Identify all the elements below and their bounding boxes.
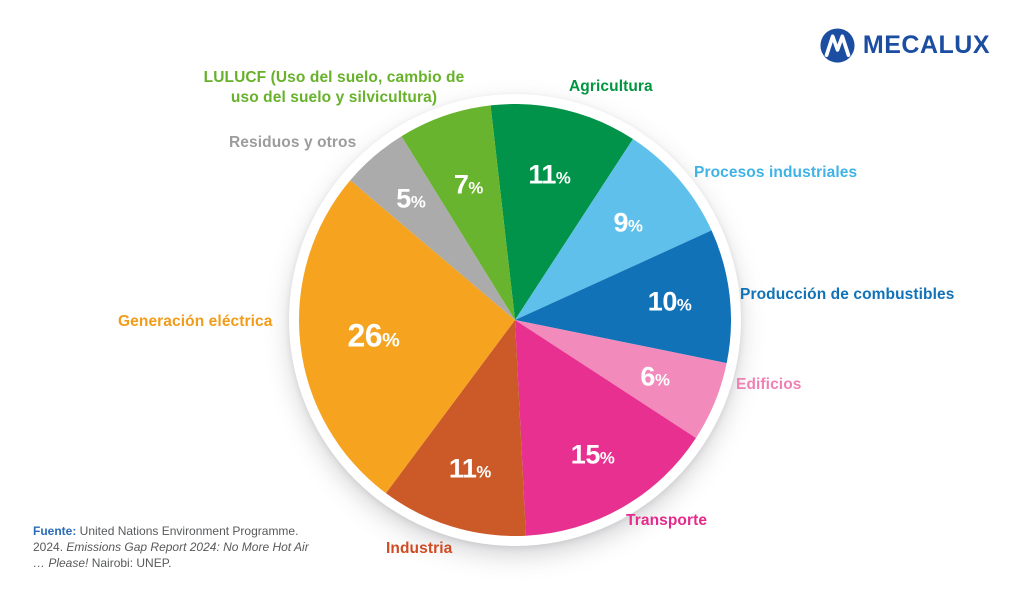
source-text-2: Nairobi: UNEP.	[88, 556, 172, 570]
source-text-1: United Nations Environment Programme. 20…	[33, 524, 299, 554]
slice-label-produccion: Producción de combustibles	[740, 286, 955, 303]
slice-label-residuos: Residuos y otros	[229, 134, 357, 151]
slice-label-industria: Industria	[386, 540, 453, 557]
slice-label-procesos: Procesos industriales	[694, 164, 858, 181]
source-text-italic: Emissions Gap Report 2024: No More Hot A…	[33, 540, 309, 570]
slice-label-generacion: Generación eléctrica	[118, 313, 273, 330]
source-label: Fuente:	[33, 524, 77, 538]
pie-slice-lulucf	[401, 105, 515, 320]
pie	[299, 104, 731, 536]
pie-chart: 11% 9% 10% 6% 15% 11% 26% 5% 7%	[289, 94, 741, 546]
mecalux-m-icon	[820, 28, 855, 63]
slice-label-agricultura: Agricultura	[569, 78, 653, 95]
pie-slice-procesos	[515, 139, 712, 320]
mecalux-logo: MECALUX	[820, 28, 990, 63]
pie-slice-residuos	[350, 136, 515, 320]
brand-wordmark: MECALUX	[862, 31, 990, 59]
pie-slice-industria	[385, 320, 526, 536]
pie-slice-agricultura	[490, 104, 633, 320]
pie-slice-generacion	[299, 180, 515, 494]
slice-label-edificios: Edificios	[736, 376, 802, 393]
slice-label-lulucf: LULUCF (Uso del suelo, cambio de uso del…	[203, 69, 465, 106]
pie-slice-transporte	[515, 320, 696, 536]
source-note: Fuente: United Nations Environment Progr…	[33, 523, 309, 571]
pie-slice-produccion	[515, 230, 731, 364]
slice-label-transporte: Transporte	[626, 512, 708, 529]
pie-slice-edificios	[515, 320, 727, 438]
